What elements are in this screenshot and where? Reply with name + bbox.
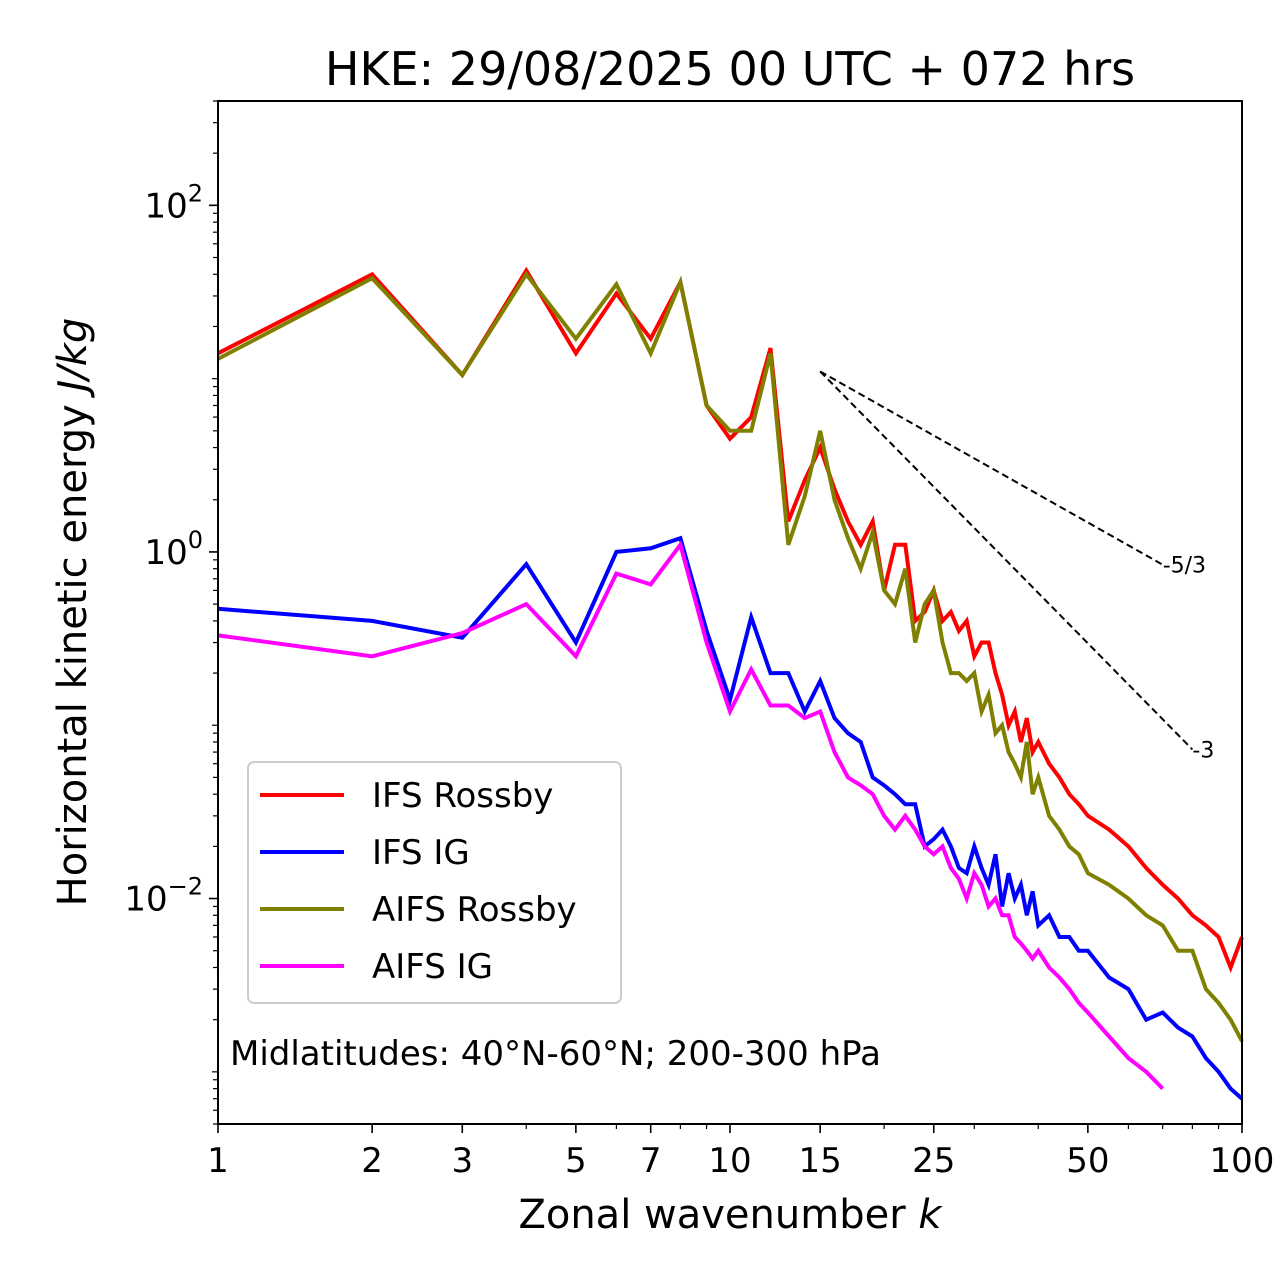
region-annotation: Midlatitudes: 40°N-60°N; 200-300 hPa: [230, 1034, 881, 1074]
x-axis-ticks: 1 2 3 5 7 10 15 25 50 100: [207, 1124, 1274, 1181]
series-layer: [217, 266, 1244, 1101]
x-tick-label: 10: [708, 1141, 751, 1181]
x-tick-label: 3: [451, 1141, 473, 1181]
x-tick-label: 2: [361, 1141, 383, 1181]
legend-label: AIFS IG: [372, 947, 493, 987]
series-line-ifs-ig: [217, 535, 1244, 1101]
y-axis-label-text: Horizontal kinetic energy: [50, 404, 96, 906]
legend: IFS Rossby IFS IG AIFS Rossby AIFS IG: [247, 761, 622, 1004]
reference-slope-line: [819, 370, 1194, 751]
x-tick-label: 5: [565, 1141, 587, 1181]
legend-label: IFS IG: [372, 833, 470, 873]
reference-slope-label: -5/3: [1163, 554, 1206, 579]
chart-title: HKE: 29/08/2025 00 UTC + 072 hrs: [325, 42, 1135, 96]
y-tick-label: 102: [144, 179, 203, 226]
x-tick-label: 15: [799, 1141, 842, 1181]
y-axis-label-units: J/kg: [50, 318, 96, 399]
reference-slope-layer: -5/3 -3: [819, 370, 1214, 763]
series-line-aifs-ig: [217, 540, 1165, 1091]
y-tick-exponent: 2: [188, 179, 203, 207]
x-tick-label: 1: [207, 1141, 229, 1181]
x-tick-label: 50: [1066, 1141, 1109, 1181]
y-tick-exponent: 0: [188, 526, 203, 554]
y-tick-label: 100: [144, 526, 203, 573]
y-tick-base: 10: [144, 533, 187, 573]
y-axis-label: Horizontal kinetic energy J/kg: [50, 318, 96, 907]
x-tick-label: 25: [912, 1141, 955, 1181]
series-line-aifs-rossby: [217, 270, 1244, 1043]
y-tick-label: 10−2: [124, 873, 203, 920]
y-tick-exponent: −2: [168, 873, 203, 901]
x-axis-label: Zonal wavenumber k: [518, 1192, 943, 1238]
x-axis-label-text: Zonal wavenumber: [518, 1192, 906, 1238]
y-tick-base: 10: [124, 880, 167, 920]
x-tick-label: 100: [1210, 1141, 1275, 1181]
legend-label: AIFS Rossby: [372, 890, 577, 930]
legend-items: IFS Rossby IFS IG AIFS Rossby AIFS IG: [260, 776, 577, 987]
reference-slope-label: -3: [1192, 738, 1214, 763]
legend-box: [247, 761, 622, 1004]
series-line-ifs-rossby: [217, 266, 1244, 974]
y-tick-base: 10: [144, 186, 187, 226]
x-tick-label: 7: [640, 1141, 662, 1181]
x-axis-label-var: k: [918, 1192, 943, 1238]
legend-label: IFS Rossby: [372, 776, 553, 816]
